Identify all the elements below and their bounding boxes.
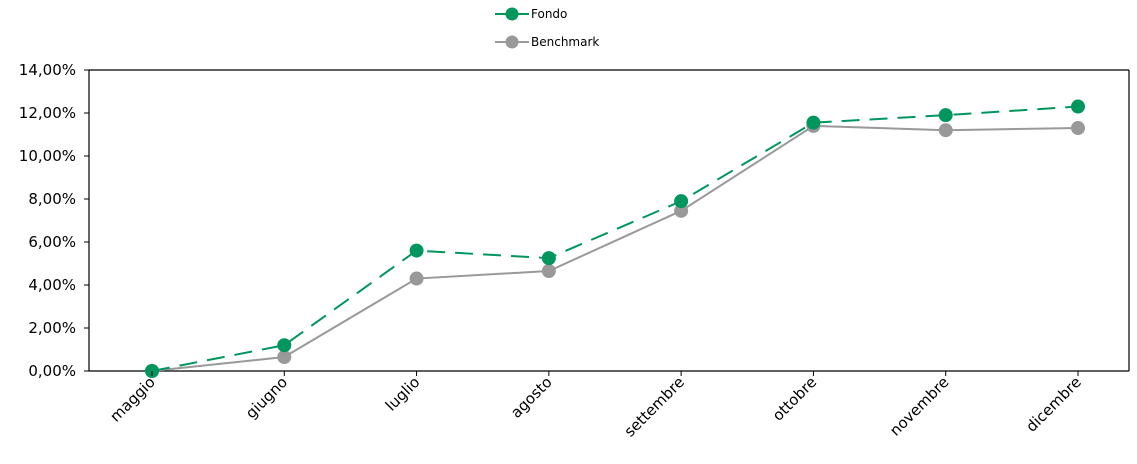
series-line [151,105,1079,372]
x-tick-label: novembre [886,373,952,439]
legend: Fondo Benchmark [495,7,599,49]
series-line [151,124,1079,372]
data-point [409,243,424,258]
y-tick-label: 6,00% [28,233,76,251]
data-point [541,264,556,279]
data-point [674,194,689,209]
y-tick-label: 0,00% [28,362,76,380]
data-point [541,251,556,266]
legend-label: Fondo [531,7,567,21]
x-tick-label: agosto [507,373,556,422]
data-point [1071,99,1085,114]
legend-marker [505,35,519,49]
data-point [1071,121,1085,136]
data-point [806,115,821,130]
x-axis-ticks: maggio giugno luglio agosto settembre ottobre… [106,371,1085,440]
data-point [409,271,424,286]
x-tick-label: maggio [106,373,158,425]
y-tick-label: 2,00% [28,319,76,337]
legend-label: Benchmark [531,35,599,49]
legend-entry-benchmark: Benchmark [495,35,599,49]
legend-entry-fondo: Fondo [495,7,567,21]
x-tick-label: ottobre [769,373,820,424]
y-tick-label: 14,00% [19,61,76,79]
y-tick-label: 10,00% [19,147,76,165]
data-point [277,338,292,353]
axes [88,69,1130,372]
y-tick-label: 4,00% [28,276,76,294]
x-tick-label: settembre [621,373,688,440]
x-tick-label: giugno [242,373,291,422]
y-axis-ticks: 0,00% 2,00% 4,00% 6,00% 8,00% 10,00% 12,00% 14,… [19,61,89,380]
series-layer [145,99,1085,378]
data-point [277,350,292,365]
y-tick-label: 8,00% [28,190,76,208]
x-tick-label: dicembre [1022,373,1084,435]
series-benchmark [145,118,1085,378]
data-point [938,123,953,138]
data-point [674,203,689,218]
y-tick-label: 12,00% [19,104,76,122]
x-tick-label: luglio [382,373,424,415]
data-point [938,108,953,123]
series-fondo [145,99,1085,378]
legend-marker [505,7,519,21]
